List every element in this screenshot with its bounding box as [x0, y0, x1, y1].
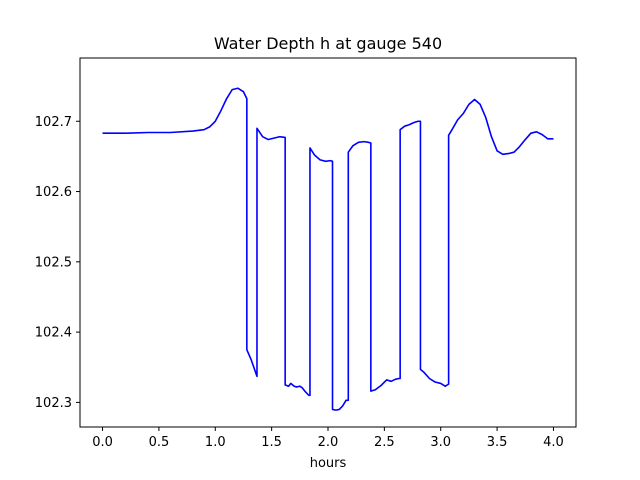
x-tick-label: 0.5: [149, 435, 170, 450]
x-tick-label: 1.0: [205, 435, 226, 450]
y-tick-label: 102.6: [35, 185, 72, 200]
y-tick-label: 102.3: [35, 396, 72, 411]
y-tick-label: 102.4: [35, 326, 72, 341]
x-tick-label: 2.0: [318, 435, 339, 450]
x-axis-title: hours: [310, 456, 347, 471]
plot-area: [80, 58, 576, 427]
y-tick-label: 102.7: [35, 115, 72, 130]
x-tick-label: 3.5: [487, 435, 508, 450]
x-tick-label: 2.5: [374, 435, 395, 450]
x-tick-label: 3.0: [430, 435, 451, 450]
y-tick-label: 102.5: [35, 255, 72, 270]
x-tick-label: 1.5: [261, 435, 282, 450]
chart-title: Water Depth h at gauge 540: [214, 34, 442, 53]
x-axis: 0.0 0.5 1.0 1.5 2.0 2.5 3.0 3.5 4.0: [92, 427, 564, 450]
series-line-1: [102, 87, 554, 411]
series-layer: [102, 87, 554, 411]
y-axis: 102.3 102.4 102.5 102.6 102.7: [35, 115, 80, 411]
x-tick-label: 0.0: [92, 435, 113, 450]
x-tick-label: 4.0: [543, 435, 564, 450]
